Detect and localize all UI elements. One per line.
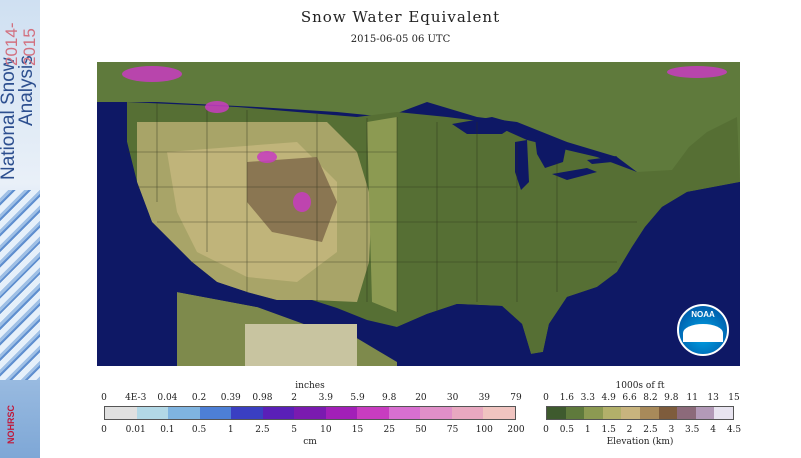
swe_legend-tick-label: 9.8 (382, 393, 397, 403)
swe_legend-tick-label: 100 (475, 425, 493, 435)
elev_legend-swatch (639, 407, 659, 419)
sidebar-banner: National Snow Analysis NOHRSC (0, 0, 40, 458)
swe_legend-tick-label: 30 (446, 393, 459, 403)
swe_legend-tick-label: 0 (101, 393, 107, 403)
elev_legend-tick-label: 6.6 (622, 393, 637, 403)
elev_legend-tick-label: 0.5 (559, 425, 575, 435)
swe_legend-tick-label: 25 (383, 425, 395, 435)
swe_legend-tick-label: 39 (478, 393, 491, 403)
elev_legend-tick-label: 3 (668, 425, 675, 435)
elev_legend-swatch (677, 407, 696, 419)
swe_legend-swatch (136, 407, 169, 419)
swe_legend-swatch (483, 407, 515, 419)
swe_legend-swatch (199, 407, 232, 419)
elev_legend-tick-label: 1 (584, 425, 591, 435)
elev_legend-tick-label: 2 (626, 425, 633, 435)
swe_legend-swatch (168, 407, 200, 419)
swe_legend-tick-label: 2.5 (255, 425, 270, 435)
elev_legend-swatch (714, 407, 733, 419)
elev_legend-tick-label: 11 (686, 393, 698, 403)
elev_legend-tick-label: 1.6 (559, 393, 575, 403)
swe_legend-swatch (325, 407, 358, 419)
swe-color-bar (104, 406, 516, 420)
swe_legend-tick-label: 0.39 (220, 393, 241, 403)
elev-bottom-unit: Elevation (km) (606, 437, 674, 447)
swe_legend-swatch (451, 407, 484, 419)
swe_legend-swatch (420, 407, 452, 419)
swe_legend-tick-label: 0.2 (191, 393, 207, 403)
elev_legend-swatch (658, 407, 678, 419)
swe_legend-tick-label: 5 (291, 425, 298, 435)
conus-map (97, 62, 740, 366)
swe_legend-tick-label: 20 (415, 393, 427, 403)
swe_legend-swatch (231, 407, 263, 419)
elev_legend-tick-label: 3.3 (580, 393, 595, 403)
swe_legend-swatch (357, 407, 389, 419)
swe_legend-tick-label: 0.1 (160, 425, 175, 435)
swe_legend-tick-label: 3.9 (318, 393, 334, 403)
nohrsc-logo[interactable]: NOHRSC (6, 404, 16, 444)
swe_legend-tick-label: 0.01 (125, 425, 146, 435)
swe_legend-tick-label: 0.98 (252, 393, 273, 403)
elev_legend-swatch (695, 407, 715, 419)
elev_legend-tick-label: 4.5 (726, 425, 742, 435)
swe_legend-tick-label: 15 (351, 425, 364, 435)
swe_legend-tick-label: 5.9 (350, 393, 365, 403)
elev_legend-tick-label: 0 (543, 425, 549, 435)
swe_legend-tick-label: 79 (510, 393, 522, 403)
swe_legend-tick-label: 0.04 (157, 393, 178, 403)
elev_legend-tick-label: 2.5 (643, 425, 658, 435)
elev_legend-tick-label: 4 (710, 425, 716, 435)
elev_legend-swatch (547, 407, 566, 419)
swe_legend-swatch (262, 407, 295, 419)
swe_legend-tick-label: 200 (507, 425, 525, 435)
swe_legend-swatch (388, 407, 421, 419)
swe_legend-swatch (105, 407, 137, 419)
swe_legend-tick-label: 4E-3 (125, 393, 147, 403)
elev_legend-tick-label: 8.2 (643, 393, 658, 403)
elev_legend-tick-label: 13 (707, 393, 719, 403)
noaa-logo-text: NOAA (691, 310, 715, 319)
swe_legend-tick-label: 50 (415, 425, 427, 435)
swe_legend-tick-label: 2 (291, 393, 298, 403)
swe_legend-tick-label: 75 (446, 425, 459, 435)
elev_legend-swatch (602, 407, 622, 419)
swe-bottom-unit: cm (303, 437, 317, 447)
map-subtitle: 2015-06-05 06 UTC (350, 34, 451, 45)
elev_legend-tick-label: 0 (543, 393, 549, 403)
elev_legend-tick-label: 9.8 (664, 393, 679, 403)
elev_legend-tick-label: 3.5 (685, 425, 700, 435)
elev-color-bar (546, 406, 734, 420)
swe-top-unit: inches (295, 381, 325, 391)
swe_legend-swatch (294, 407, 326, 419)
swe_legend-tick-label: 10 (320, 425, 332, 435)
swe_legend-tick-label: 0.5 (191, 425, 207, 435)
elev-top-unit: 1000s of ft (615, 381, 665, 391)
elev_legend-tick-label: 4.9 (601, 393, 616, 403)
elev_legend-swatch (584, 407, 603, 419)
swe_legend-tick-label: 1 (227, 425, 234, 435)
map-title: Snow Water Equivalent (300, 8, 501, 26)
swe_legend-tick-label: 0 (101, 425, 107, 435)
noaa-logo[interactable]: NOAA (677, 304, 729, 356)
elev_legend-tick-label: 15 (728, 393, 740, 403)
elev_legend-tick-label: 1.5 (601, 425, 616, 435)
snow-map: NOAA (97, 62, 740, 366)
elev_legend-swatch (621, 407, 640, 419)
ice-image (0, 190, 40, 380)
elev_legend-swatch (565, 407, 585, 419)
